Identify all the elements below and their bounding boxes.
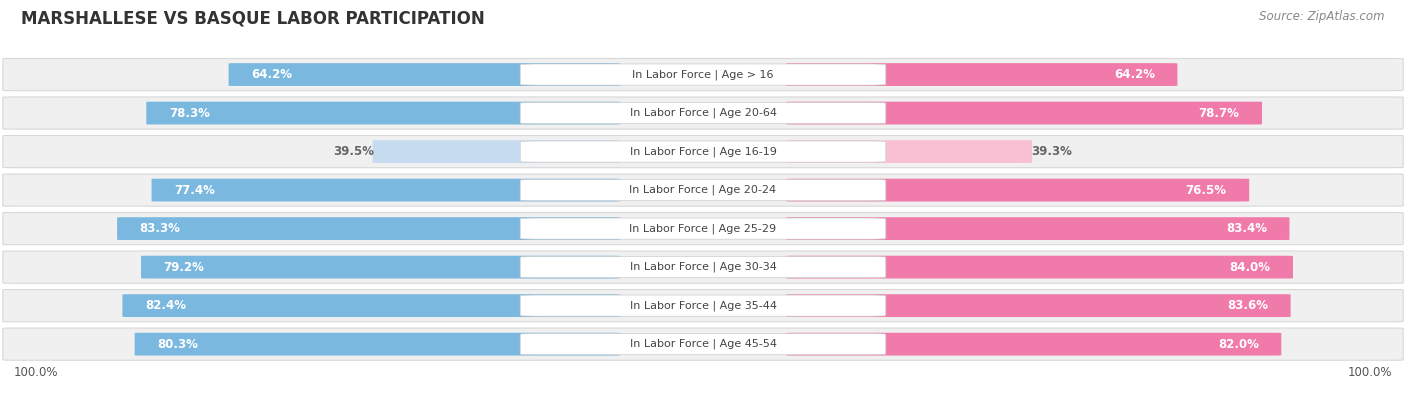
FancyBboxPatch shape (3, 97, 1403, 129)
Text: In Labor Force | Age 45-54: In Labor Force | Age 45-54 (630, 339, 776, 350)
Text: 82.0%: 82.0% (1218, 338, 1258, 351)
FancyBboxPatch shape (786, 217, 1289, 240)
Text: 84.0%: 84.0% (1229, 261, 1271, 274)
Text: In Labor Force | Age 20-64: In Labor Force | Age 20-64 (630, 108, 776, 118)
Text: 64.2%: 64.2% (1114, 68, 1154, 81)
FancyBboxPatch shape (520, 102, 886, 124)
Text: 78.3%: 78.3% (169, 107, 209, 120)
Text: 83.3%: 83.3% (139, 222, 180, 235)
Text: 39.3%: 39.3% (1031, 145, 1071, 158)
Text: MARSHALLESE VS BASQUE LABOR PARTICIPATION: MARSHALLESE VS BASQUE LABOR PARTICIPATIO… (21, 10, 485, 28)
FancyBboxPatch shape (786, 256, 1294, 278)
Text: In Labor Force | Age 35-44: In Labor Force | Age 35-44 (630, 300, 776, 311)
FancyBboxPatch shape (3, 135, 1403, 168)
Text: 76.5%: 76.5% (1185, 184, 1226, 197)
FancyBboxPatch shape (3, 328, 1403, 360)
FancyBboxPatch shape (520, 295, 886, 316)
Text: 83.4%: 83.4% (1226, 222, 1267, 235)
FancyBboxPatch shape (520, 141, 886, 162)
FancyBboxPatch shape (141, 256, 620, 278)
Text: 100.0%: 100.0% (1347, 367, 1392, 380)
Text: 78.7%: 78.7% (1199, 107, 1240, 120)
FancyBboxPatch shape (117, 217, 620, 240)
FancyBboxPatch shape (786, 102, 1263, 124)
Text: 100.0%: 100.0% (14, 367, 59, 380)
FancyBboxPatch shape (520, 333, 886, 355)
FancyBboxPatch shape (3, 213, 1403, 245)
Text: 82.4%: 82.4% (145, 299, 186, 312)
FancyBboxPatch shape (3, 290, 1403, 322)
FancyBboxPatch shape (520, 64, 886, 85)
Text: In Labor Force | Age 30-34: In Labor Force | Age 30-34 (630, 262, 776, 273)
Text: In Labor Force | Age 20-24: In Labor Force | Age 20-24 (630, 185, 776, 196)
FancyBboxPatch shape (520, 179, 886, 201)
FancyBboxPatch shape (520, 256, 886, 278)
FancyBboxPatch shape (122, 294, 620, 317)
Text: 39.5%: 39.5% (333, 145, 374, 158)
Text: In Labor Force | Age 25-29: In Labor Force | Age 25-29 (630, 223, 776, 234)
FancyBboxPatch shape (146, 102, 620, 124)
FancyBboxPatch shape (3, 174, 1403, 206)
FancyBboxPatch shape (152, 179, 620, 201)
FancyBboxPatch shape (786, 333, 1281, 356)
Text: 83.6%: 83.6% (1227, 299, 1268, 312)
FancyBboxPatch shape (786, 294, 1291, 317)
Text: 80.3%: 80.3% (157, 338, 198, 351)
FancyBboxPatch shape (786, 179, 1249, 201)
FancyBboxPatch shape (3, 251, 1403, 283)
FancyBboxPatch shape (229, 63, 620, 86)
FancyBboxPatch shape (135, 333, 620, 356)
Text: Source: ZipAtlas.com: Source: ZipAtlas.com (1260, 10, 1385, 23)
Text: 64.2%: 64.2% (252, 68, 292, 81)
Text: 79.2%: 79.2% (163, 261, 204, 274)
Text: 77.4%: 77.4% (174, 184, 215, 197)
FancyBboxPatch shape (786, 140, 1032, 163)
FancyBboxPatch shape (3, 58, 1403, 91)
Text: In Labor Force | Age > 16: In Labor Force | Age > 16 (633, 69, 773, 80)
FancyBboxPatch shape (520, 218, 886, 239)
FancyBboxPatch shape (786, 63, 1177, 86)
FancyBboxPatch shape (373, 140, 620, 163)
Text: In Labor Force | Age 16-19: In Labor Force | Age 16-19 (630, 146, 776, 157)
